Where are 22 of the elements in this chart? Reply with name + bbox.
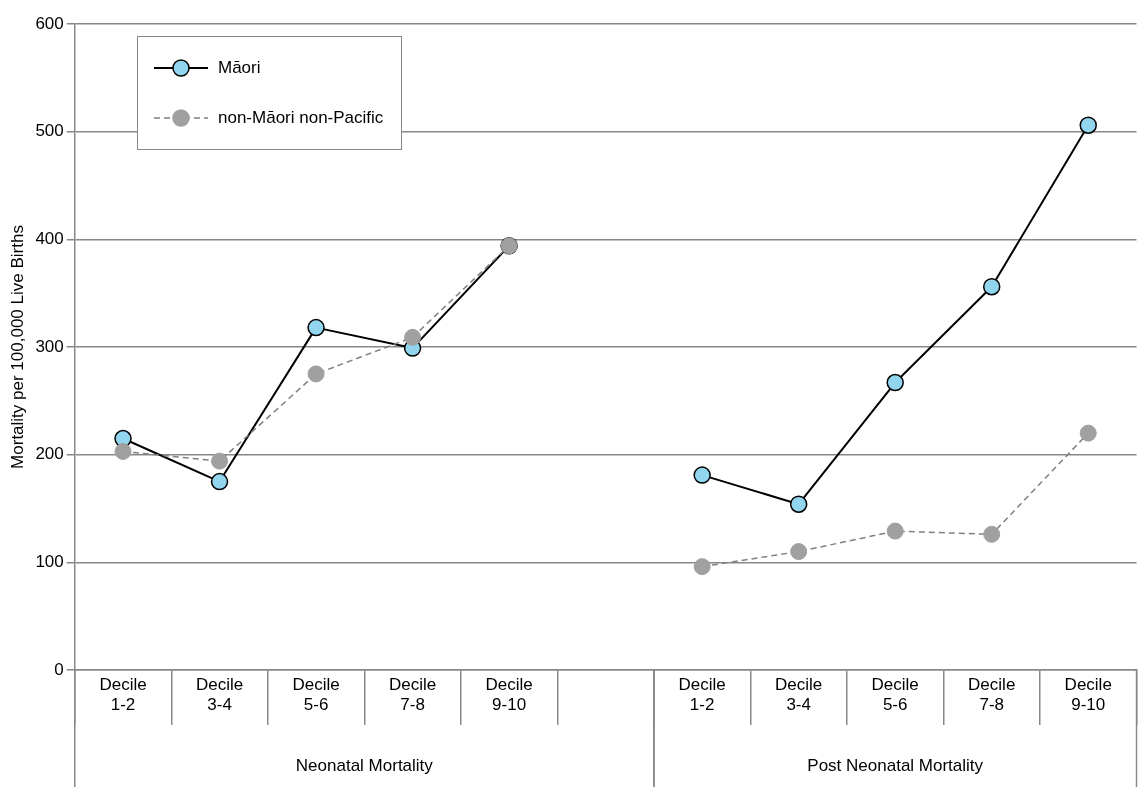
- y-tick-label: 0: [54, 659, 64, 679]
- x-tick-label: Decile 9-10: [1064, 674, 1112, 715]
- y-tick-label: 100: [35, 552, 64, 572]
- y-tick-label: 300: [35, 336, 64, 356]
- x-tick-label: Decile 1-2: [99, 674, 147, 715]
- x-tick-label: Decile 5-6: [871, 674, 919, 715]
- y-tick-label: 600: [35, 13, 64, 33]
- x-tick-label: Decile 7-8: [388, 674, 437, 715]
- y-axis-title: Mortality per 100,000 Live Births: [7, 225, 27, 469]
- y-tick-label: 200: [35, 444, 64, 464]
- text: Post Neonatal Mortality: [807, 755, 984, 775]
- x-tick-label: Decile 3-4: [195, 674, 244, 715]
- text: Neonatal Mortality: [295, 755, 434, 775]
- legend-label: non-Māori non-Pacific: [218, 108, 384, 128]
- x-tick-label: Decile 9-10: [485, 674, 533, 715]
- y-tick-label: 400: [35, 229, 64, 249]
- y-tick-label: 500: [35, 121, 64, 141]
- x-tick-label: Decile 1-2: [678, 674, 726, 715]
- legend-label: Māori: [218, 58, 261, 78]
- x-tick-label: Decile 3-4: [775, 674, 823, 715]
- x-tick-label: Decile 7-8: [968, 674, 1016, 715]
- x-tick-label: Decile 5-6: [292, 674, 340, 715]
